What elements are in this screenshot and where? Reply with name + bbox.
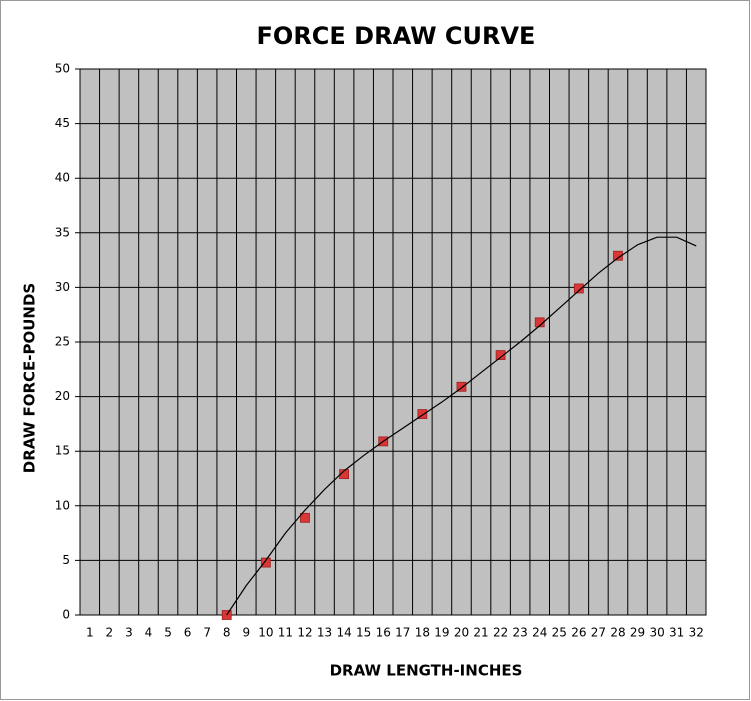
y-tick-label: 45 <box>55 116 70 130</box>
data-point <box>300 512 310 523</box>
data-point <box>495 350 506 361</box>
y-tick-label: 20 <box>55 389 70 403</box>
y-tick-label: 35 <box>55 225 70 239</box>
x-tick-label: 9 <box>242 626 250 640</box>
x-tick-label: 30 <box>649 626 664 640</box>
y-axis-title: DRAW FORCE-POUNDS <box>21 283 39 473</box>
x-tick-label: 27 <box>591 626 606 640</box>
series-line <box>226 236 697 616</box>
x-tick-label: 6 <box>184 626 192 640</box>
x-tick-label: 18 <box>415 626 430 640</box>
x-tick-label: 16 <box>376 626 391 640</box>
x-tick-label: 31 <box>669 626 684 640</box>
x-tick-label: 14 <box>336 626 351 640</box>
x-tick-label: 25 <box>552 626 567 640</box>
x-tick-label: 32 <box>689 626 704 640</box>
x-tick-label: 23 <box>513 626 528 640</box>
x-tick-label: 11 <box>278 626 293 640</box>
x-tick-label: 2 <box>106 626 114 640</box>
data-point <box>456 381 467 392</box>
x-tick-label: 10 <box>258 626 273 640</box>
y-tick-label: 5 <box>62 553 70 567</box>
data-point <box>573 283 584 294</box>
x-tick-label: 12 <box>297 626 312 640</box>
data-point <box>417 409 428 419</box>
x-tick-label: 13 <box>317 626 332 640</box>
data-point <box>613 250 623 261</box>
x-tick-label: 3 <box>125 626 133 640</box>
y-tick-label: 25 <box>55 335 70 349</box>
x-tick-label: 4 <box>145 626 153 640</box>
chart-title: FORCE DRAW CURVE <box>257 22 536 50</box>
x-tick-label: 8 <box>223 626 231 640</box>
x-tick-label: 26 <box>571 626 586 640</box>
y-tick-label: 0 <box>62 608 70 622</box>
x-tick-label: 24 <box>532 626 547 640</box>
x-tick-label: 22 <box>493 626 508 640</box>
x-tick-label: 20 <box>454 626 469 640</box>
y-tick-label: 15 <box>55 444 70 458</box>
x-tick-label: 29 <box>630 626 645 640</box>
x-tick-label: 7 <box>203 626 211 640</box>
y-tick-label: 30 <box>55 280 70 294</box>
x-tick-label: 28 <box>610 626 625 640</box>
data-point <box>339 469 349 480</box>
y-tick-label: 40 <box>55 171 70 185</box>
y-tick-label: 10 <box>55 498 70 512</box>
x-tick-label: 17 <box>395 626 410 640</box>
data-point <box>260 557 271 568</box>
x-tick-label: 15 <box>356 626 371 640</box>
x-tick-label: 21 <box>473 626 488 640</box>
x-axis-title: DRAW LENGTH-INCHES <box>330 662 523 680</box>
x-tick-label: 19 <box>434 626 449 640</box>
y-tick-label: 50 <box>55 62 70 76</box>
x-tick-label: 1 <box>86 626 94 640</box>
x-tick-label: 5 <box>164 626 172 640</box>
